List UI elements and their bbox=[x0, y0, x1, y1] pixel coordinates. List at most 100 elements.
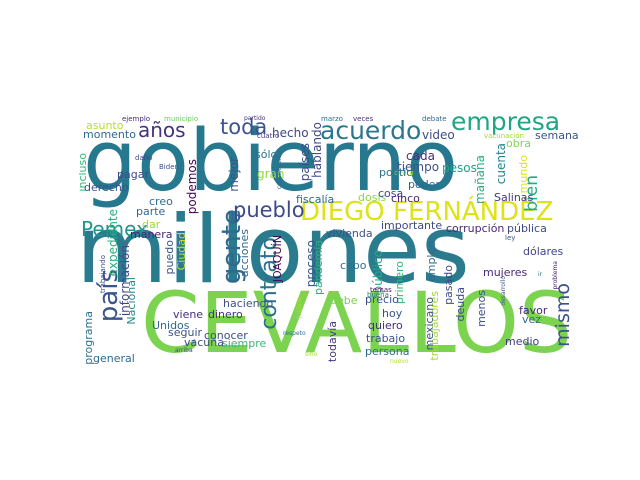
word-mexicano: mexicano bbox=[423, 297, 436, 351]
word-municipio: municipio bbox=[164, 115, 199, 123]
word-pasado: pasado bbox=[442, 265, 455, 305]
word-mismo: mismo bbox=[552, 283, 574, 347]
word-partido: partido bbox=[244, 115, 266, 122]
word-parte: parte bbox=[136, 205, 166, 218]
word-unidos: Unidos bbox=[152, 319, 190, 332]
word-gran: gran bbox=[257, 167, 285, 181]
word-toda: toda bbox=[220, 115, 268, 139]
word-pesos: pesos bbox=[442, 161, 477, 175]
word-publica: pública bbox=[507, 222, 547, 235]
word-creo: creo bbox=[149, 195, 173, 208]
word-arriba: arriba bbox=[175, 347, 193, 354]
word-desarrollo: desarrollo bbox=[500, 276, 507, 306]
word-persona: persona bbox=[365, 345, 410, 358]
word-pandemia: pandemia bbox=[312, 240, 325, 295]
word-gobierno: gobierno bbox=[83, 115, 459, 211]
word-trabajo: trabajo bbox=[366, 332, 406, 345]
word-asunto: asunto bbox=[86, 119, 124, 132]
word-podemos: podemos bbox=[185, 159, 199, 215]
word-haciendo: haciendo bbox=[223, 297, 274, 310]
word-vacuna: vacuna bbox=[184, 336, 224, 349]
word-marzo: marzo bbox=[321, 115, 343, 123]
word-semana: semana bbox=[535, 129, 579, 142]
word-conocer: conocer bbox=[204, 329, 248, 342]
word-construccion: construcción bbox=[276, 151, 283, 190]
word-diego: DIEGO FERNÁNDEZ bbox=[300, 197, 554, 227]
word-pemex: Pemex bbox=[81, 217, 148, 241]
word-hoy: hoy bbox=[382, 307, 403, 320]
word-cosa: cosa bbox=[378, 187, 404, 200]
word-todavia: todavía bbox=[326, 321, 339, 363]
word-ciudad: Ciudad bbox=[175, 232, 188, 271]
word-acuerdo: acuerdo bbox=[320, 116, 422, 145]
word-puedo: puedo bbox=[163, 240, 176, 275]
word-politica: política bbox=[379, 166, 419, 179]
word-justicia: justicia bbox=[296, 297, 303, 319]
word-video: video bbox=[422, 128, 455, 142]
word-dano: daño bbox=[135, 154, 153, 162]
word-precio: precio bbox=[365, 293, 399, 306]
word-sino: sino bbox=[305, 351, 318, 358]
word-dinero: dinero bbox=[208, 308, 243, 321]
word-pagar: pagar bbox=[117, 168, 149, 181]
word-cevallos: CEVALLOS bbox=[141, 274, 573, 366]
word-acciones: acciones bbox=[238, 229, 251, 278]
word-viene: viene bbox=[173, 308, 204, 321]
word-fiscalia: fiscalía bbox=[296, 193, 335, 206]
word-temas: temas bbox=[370, 286, 392, 294]
word-cloud: gobierno millones CEVALLOS DIEGO FERNÁNDEZ a… bbox=[79, 115, 581, 366]
word-ley: ley bbox=[505, 234, 516, 242]
word-pueblo: pueblo bbox=[233, 198, 305, 222]
word-debate: debate bbox=[422, 115, 447, 123]
word-vacunacion: vacunación bbox=[484, 132, 524, 140]
word-dar: dar bbox=[142, 218, 161, 231]
word-menos: menos bbox=[475, 290, 488, 327]
word-momento: momento bbox=[83, 128, 136, 141]
word-empresa: empresa bbox=[451, 115, 561, 136]
word-derecho: derecho bbox=[84, 181, 129, 194]
word-dolares: dólares bbox=[523, 245, 564, 258]
word-manera: manera bbox=[130, 228, 173, 241]
word-respeto: respeto bbox=[283, 330, 306, 337]
word-solo: sólo bbox=[255, 148, 278, 161]
word-mujeres: mujeres bbox=[483, 266, 528, 279]
word-problema: problema bbox=[552, 261, 559, 290]
word-cabo: cabo bbox=[340, 259, 367, 272]
word-trabajando: trabajando bbox=[99, 255, 107, 294]
word-millones: millones bbox=[79, 196, 470, 305]
word-favor: favor bbox=[519, 304, 548, 317]
word-ir: ir bbox=[538, 271, 543, 278]
word-anos: años bbox=[138, 118, 186, 142]
word-delito: delito bbox=[394, 169, 414, 177]
word-siempre: siempre bbox=[222, 337, 267, 350]
word-medio: medio bbox=[505, 335, 540, 348]
word-deuda: deuda bbox=[454, 287, 467, 322]
word-hecho: hecho bbox=[272, 126, 309, 140]
word-empleo: empleo bbox=[425, 241, 438, 283]
word-corrupcion: corrupción bbox=[446, 222, 505, 235]
word-vez: vez bbox=[522, 313, 542, 326]
word-salinas: Salinas bbox=[494, 191, 534, 204]
word-quiero: quiero bbox=[368, 319, 403, 332]
word-mejor: mejor bbox=[227, 157, 241, 192]
word-joaquin: JOAQUÍN bbox=[271, 235, 284, 283]
word-seguir: seguir bbox=[168, 326, 203, 339]
word-vivienda: vivienda bbox=[326, 227, 373, 240]
word-nuevo: nuevo bbox=[390, 358, 409, 365]
word-cuatro: cuatro bbox=[257, 132, 280, 140]
word-dosis: dosis bbox=[358, 191, 387, 204]
word-biden: Biden bbox=[159, 163, 179, 171]
word-cinco: cinco bbox=[391, 192, 420, 205]
word-cada: cada bbox=[406, 149, 435, 163]
word-nacional: Nacional bbox=[125, 277, 138, 325]
word-debe: debe bbox=[330, 294, 358, 307]
word-veces: veces bbox=[353, 115, 374, 123]
word-mundo: mundo bbox=[517, 155, 530, 194]
word-poder: poder bbox=[408, 178, 440, 191]
word-buena: buena bbox=[367, 291, 389, 299]
word-hablando: hablando bbox=[310, 122, 324, 178]
word-obra: obra bbox=[506, 137, 531, 150]
word-ejemplo: ejemplo bbox=[122, 115, 151, 123]
word-importante: importante bbox=[381, 219, 443, 232]
word-tiempo: tiempo bbox=[397, 160, 440, 174]
